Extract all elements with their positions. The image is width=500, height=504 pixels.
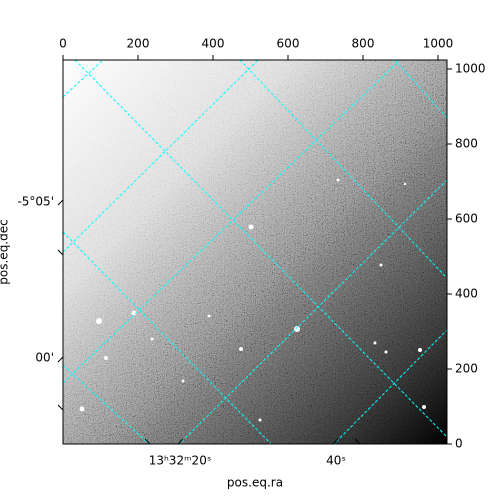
stars bbox=[79, 178, 426, 422]
frame bbox=[62, 59, 448, 445]
x-tick-label: 0 bbox=[59, 37, 67, 51]
wcs-ticks bbox=[57, 199, 361, 445]
x-tick-label: 400 bbox=[202, 37, 225, 51]
y-tick-label: 600 bbox=[455, 212, 478, 226]
y-tick-label: 400 bbox=[455, 287, 478, 301]
y-tick-label: 0 bbox=[455, 437, 463, 451]
y-axis-label: pos.eq.dec bbox=[0, 219, 11, 284]
coordinate-grid bbox=[63, 60, 447, 444]
x-axis-label: pos.eq.ra bbox=[227, 476, 283, 490]
x-tick-label: 1000 bbox=[423, 37, 454, 51]
ra-tick-label: 40ˢ bbox=[326, 454, 346, 468]
image bbox=[63, 60, 447, 444]
y-tick-label: 800 bbox=[455, 137, 478, 151]
dec-tick-label: 00' bbox=[35, 351, 54, 365]
y-tick-label: 200 bbox=[455, 362, 478, 376]
x-tick-label: 200 bbox=[127, 37, 150, 51]
x-tick-label: 800 bbox=[352, 37, 375, 51]
ra-tick-label: 13ʰ32ᵐ20ˢ bbox=[149, 454, 212, 468]
y-tick-label: 1000 bbox=[455, 62, 486, 76]
dec-tick-label: -5°05' bbox=[17, 195, 54, 209]
x-tick-label: 600 bbox=[277, 37, 300, 51]
